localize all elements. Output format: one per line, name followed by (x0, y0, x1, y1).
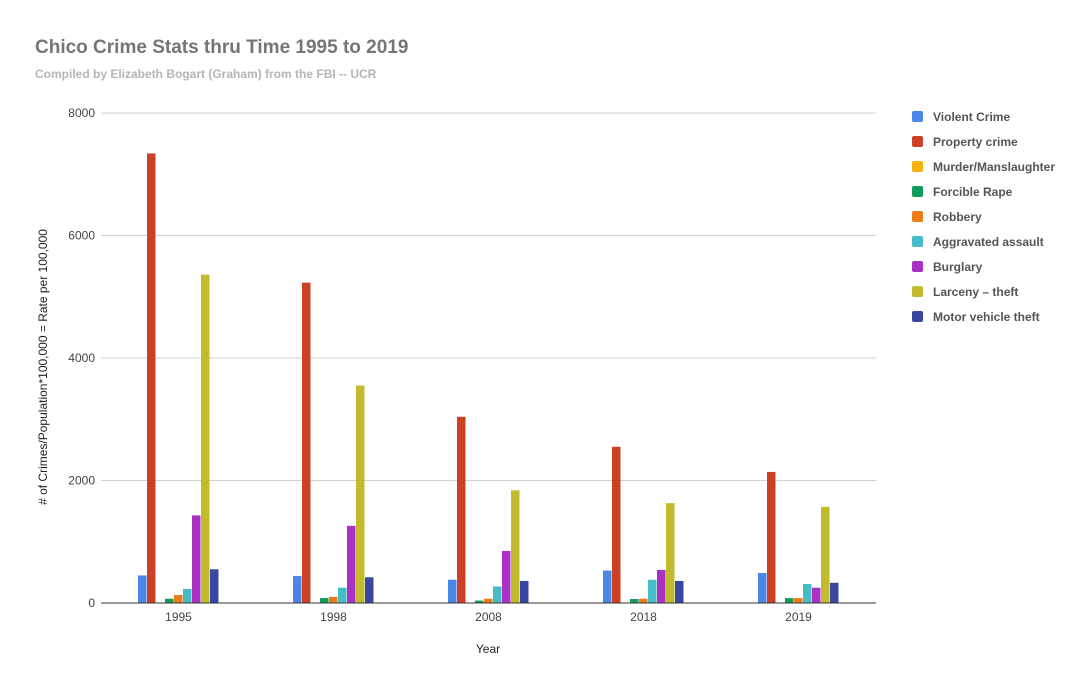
bar-burglary-1998 (347, 526, 356, 603)
legend-item: Property crime (912, 129, 1055, 154)
x-tick-label: 1995 (165, 610, 192, 624)
y-tick-label: 2000 (68, 474, 95, 488)
bar-burglary-2008 (502, 551, 511, 603)
bar-larceny-theft-2019 (821, 507, 830, 603)
legend-swatch (912, 161, 923, 172)
bar-property-crime-2008 (457, 417, 466, 603)
legend-swatch (912, 261, 923, 272)
bar-forcible-rape-1995 (165, 599, 174, 603)
legend-label: Property crime (933, 135, 1018, 149)
bar-robbery-2008 (484, 599, 493, 603)
legend-item: Murder/Manslaughter (912, 154, 1055, 179)
legend-item: Motor vehicle theft (912, 304, 1055, 329)
legend-item: Burglary (912, 254, 1055, 279)
bar-property-crime-1995 (147, 153, 156, 603)
legend-label: Murder/Manslaughter (933, 160, 1055, 174)
bar-robbery-1995 (174, 595, 183, 603)
bar-aggravated-assault-1998 (338, 588, 347, 603)
bar-burglary-1995 (192, 515, 201, 603)
y-tick-label: 0 (88, 596, 95, 610)
y-tick-label: 6000 (68, 229, 95, 243)
legend-label: Burglary (933, 260, 982, 274)
legend-item: Aggravated assault (912, 229, 1055, 254)
legend-item: Robbery (912, 204, 1055, 229)
legend-item: Violent Crime (912, 104, 1055, 129)
bar-larceny-theft-1998 (356, 386, 365, 603)
y-tick-label: 8000 (68, 106, 95, 120)
legend-item: Larceny – theft (912, 279, 1055, 304)
gridlines (101, 113, 876, 481)
x-tick-label: 2018 (630, 610, 657, 624)
bar-motor-vehicle-theft-1995 (210, 569, 219, 603)
bar-motor-vehicle-theft-2019 (830, 583, 839, 603)
bar-violent-crime-1995 (138, 575, 147, 603)
x-tick-label: 2019 (785, 610, 812, 624)
legend-item: Forcible Rape (912, 179, 1055, 204)
bar-robbery-2018 (639, 599, 648, 603)
legend-label: Forcible Rape (933, 185, 1012, 199)
bar-robbery-2019 (794, 598, 803, 603)
legend-label: Aggravated assault (933, 235, 1044, 249)
bar-larceny-theft-2008 (511, 490, 520, 603)
legend-swatch (912, 136, 923, 147)
bar-aggravated-assault-1995 (183, 589, 192, 603)
x-axis-title: Year (476, 642, 500, 656)
bar-aggravated-assault-2018 (648, 580, 657, 603)
bar-aggravated-assault-2019 (803, 584, 812, 603)
legend-label: Robbery (933, 210, 982, 224)
bar-property-crime-1998 (302, 283, 311, 603)
bar-motor-vehicle-theft-1998 (365, 577, 374, 603)
bar-burglary-2018 (657, 570, 666, 603)
bar-robbery-1998 (329, 597, 338, 603)
y-tick-label: 4000 (68, 351, 95, 365)
bar-motor-vehicle-theft-2018 (675, 581, 684, 603)
bar-aggravated-assault-2008 (493, 586, 502, 603)
bar-property-crime-2018 (612, 447, 621, 603)
bars (138, 153, 839, 603)
bar-burglary-2019 (812, 588, 821, 603)
bar-violent-crime-2018 (603, 571, 612, 603)
y-axis-title: # of Crimes/Population*100,000 = Rate pe… (36, 229, 50, 505)
legend-swatch (912, 236, 923, 247)
bar-larceny-theft-2018 (666, 503, 675, 603)
legend-swatch (912, 211, 923, 222)
axes: 0 2000 4000 6000 8000 1995 1998 2008 2018 2019 (68, 106, 876, 624)
legend-swatch (912, 186, 923, 197)
bar-violent-crime-1998 (293, 576, 302, 603)
x-tick-label: 2008 (475, 610, 502, 624)
legend-label: Larceny – theft (933, 285, 1018, 299)
bar-property-crime-2019 (767, 472, 776, 603)
bar-larceny-theft-1995 (201, 275, 210, 603)
bar-motor-vehicle-theft-2008 (520, 581, 529, 603)
legend-swatch (912, 111, 923, 122)
bar-forcible-rape-2019 (785, 598, 794, 603)
bar-violent-crime-2019 (758, 573, 767, 603)
x-tick-label: 1998 (320, 610, 347, 624)
bar-violent-crime-2008 (448, 580, 457, 603)
bar-forcible-rape-1998 (320, 598, 329, 603)
bar-forcible-rape-2018 (630, 599, 639, 603)
legend: Violent Crime Property crime Murder/Mansla… (912, 104, 1055, 329)
legend-label: Motor vehicle theft (933, 310, 1040, 324)
legend-swatch (912, 286, 923, 297)
legend-swatch (912, 311, 923, 322)
legend-label: Violent Crime (933, 110, 1010, 124)
